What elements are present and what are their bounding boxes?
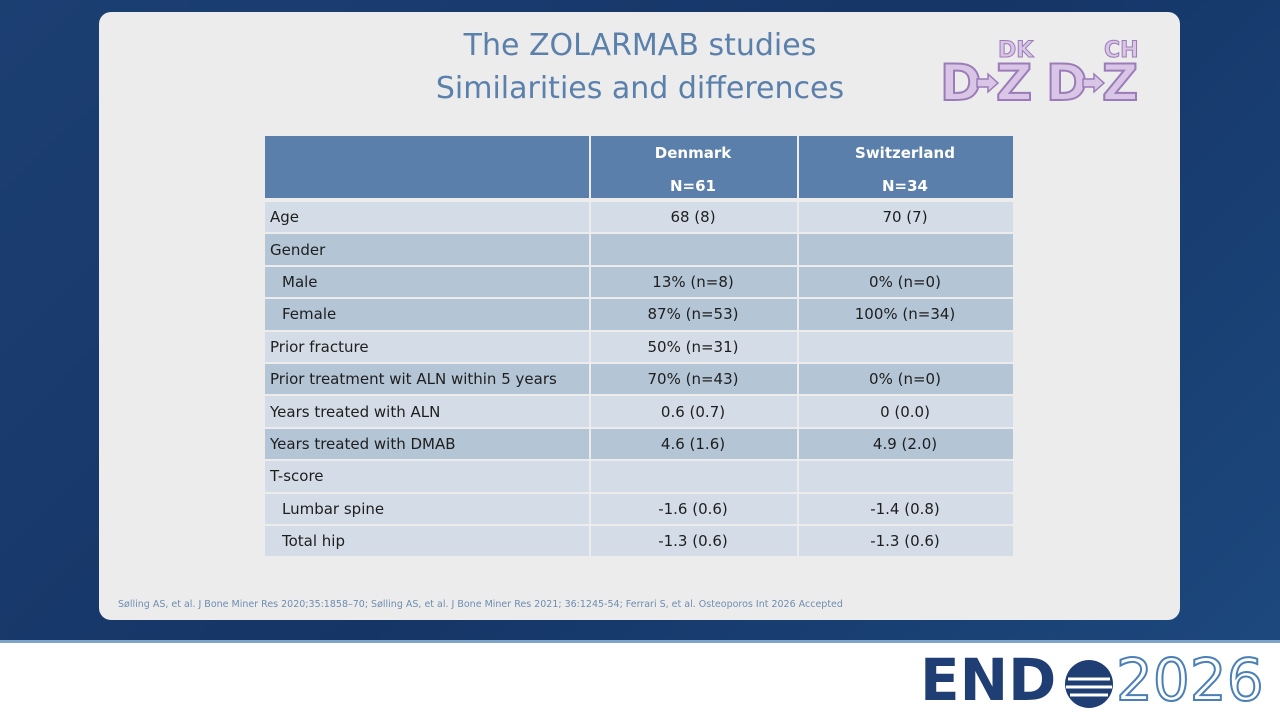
table-value: 70% (n=43) (647, 370, 739, 389)
logo-arrow (976, 72, 1000, 94)
title-line: The ZOLARMAB studies (463, 28, 817, 63)
header-cell (591, 136, 797, 198)
table-cell (265, 526, 589, 557)
header-cell (799, 136, 1013, 198)
table-cell (265, 364, 589, 395)
row-label: Gender (270, 240, 326, 259)
table-cell (591, 526, 797, 557)
table-value: 50% (n=31) (647, 337, 739, 356)
table-cell (799, 299, 1013, 330)
brand-left: END (920, 646, 1057, 714)
table-value: 68 (8) (670, 208, 716, 227)
row-label: T-score (270, 467, 324, 486)
table-cell (591, 364, 797, 395)
table-cell (591, 461, 797, 492)
table-cell (799, 396, 1013, 427)
row-label: Years treated with DMAB (270, 434, 456, 453)
table-value: -1.6 (0.6) (658, 499, 728, 518)
row-label: Male (282, 272, 318, 291)
table-cell (799, 493, 1013, 524)
table-cell (799, 331, 1013, 362)
table-cell (591, 234, 797, 265)
table-cell (265, 202, 589, 233)
arrow-icon (1082, 72, 1106, 94)
table-cell (265, 299, 589, 330)
table-cell (591, 299, 797, 330)
table-cell (591, 202, 797, 233)
logo-letter: D (1045, 54, 1088, 112)
brand-globe (1065, 660, 1113, 708)
table-value: 4.9 (2.0) (872, 434, 938, 453)
row-label: Prior fracture (270, 337, 369, 356)
footnote: Sølling AS, et al. J Bone Miner Res 2020… (118, 599, 843, 610)
table-value: 87% (n=53) (647, 305, 739, 324)
table-value: 70 (7) (882, 208, 928, 227)
table-value: 0% (n=0) (869, 370, 941, 389)
brand-right: 2026 (1115, 646, 1265, 714)
table-cell (591, 266, 797, 298)
table-cell (591, 493, 797, 524)
logo-code: CH (1104, 38, 1140, 64)
table-value: 0 (0.0) (880, 402, 930, 421)
table-cell (265, 234, 589, 265)
table-cell (591, 396, 797, 427)
table-cell (799, 202, 1013, 233)
table-cell (799, 266, 1013, 298)
table-value: -1.3 (0.6) (658, 532, 728, 551)
logo-letter: Z (1101, 54, 1139, 112)
header-cell (265, 136, 589, 198)
table-value: 0.6 (0.7) (660, 402, 726, 421)
row-label: Total hip (282, 532, 345, 551)
header-n: N=34 (882, 177, 928, 195)
header-name: Switzerland (855, 144, 955, 162)
logo-letter: D (939, 54, 982, 112)
table-cell (265, 331, 589, 362)
table-value: -1.4 (0.8) (870, 499, 940, 518)
table-cell (799, 428, 1013, 460)
footer-band: END 2026 (0, 640, 1280, 720)
table-cell (799, 234, 1013, 265)
title-line: Similarities and differences (435, 71, 845, 106)
logo-letter: Z (995, 54, 1033, 112)
table-cell (591, 428, 797, 460)
row-label: Prior treatment wit ALN within 5 years (270, 370, 557, 389)
table-cell (265, 266, 589, 298)
table-value: 100% (n=34) (854, 305, 956, 324)
header-n: N=61 (670, 177, 716, 195)
arrow-icon (976, 72, 1000, 94)
row-label: Lumbar spine (282, 499, 385, 518)
row-label: Age (270, 208, 300, 227)
table-value: -1.3 (0.6) (870, 532, 940, 551)
table-value: 0% (n=0) (869, 272, 941, 291)
table-cell (799, 364, 1013, 395)
table-cell (265, 461, 589, 492)
logo-code: DK (997, 38, 1034, 64)
row-label: Female (282, 305, 337, 324)
table-cell (265, 493, 589, 524)
table-cell (591, 331, 797, 362)
table-cell (265, 428, 589, 460)
table-value: 13% (n=8) (652, 272, 734, 291)
logo-arrow (1082, 72, 1106, 94)
table-cell (799, 526, 1013, 557)
table-value: 4.6 (1.6) (660, 434, 726, 453)
row-label: Years treated with ALN (270, 402, 441, 421)
header-name: Denmark (654, 144, 732, 162)
table-cell (265, 396, 589, 427)
table-cell (799, 461, 1013, 492)
